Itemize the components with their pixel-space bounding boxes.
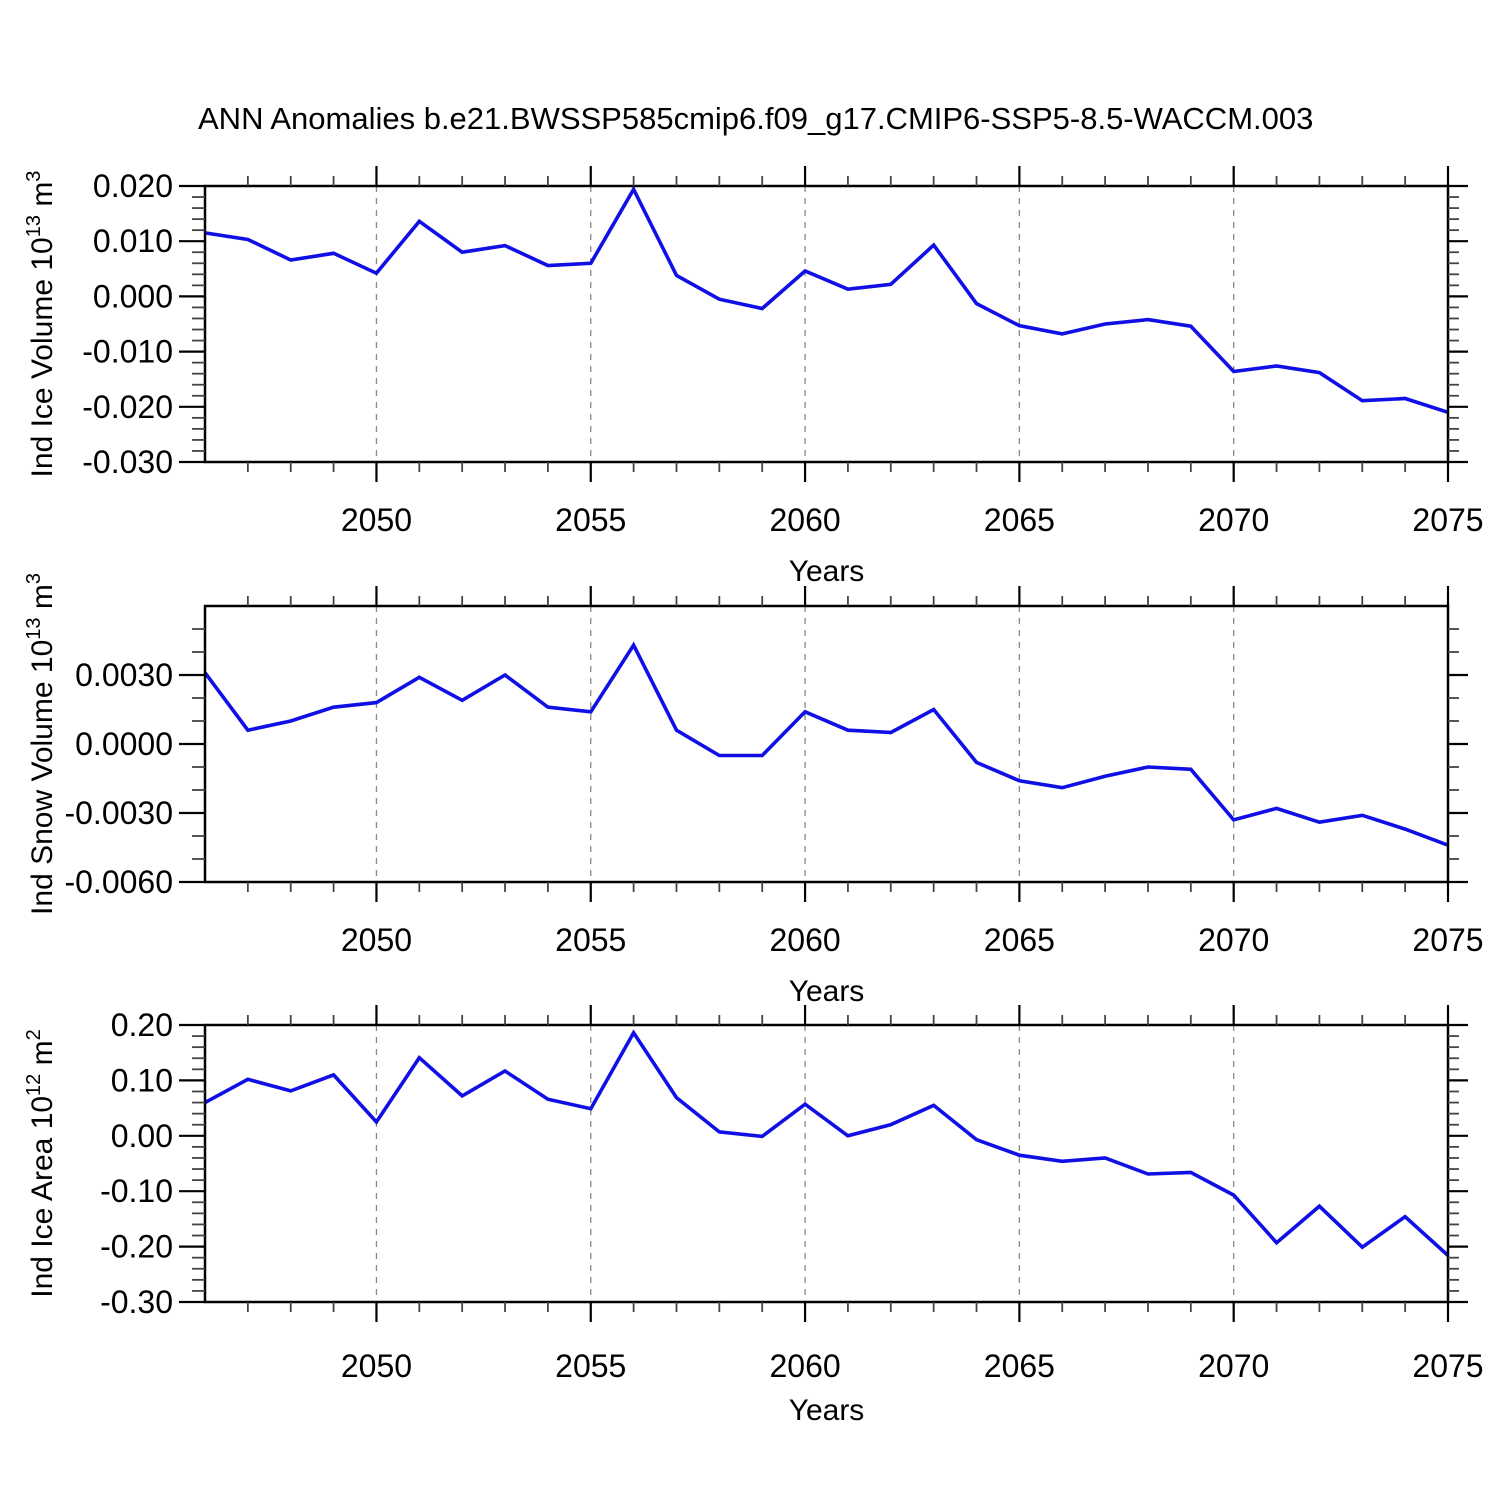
ind-ice-volume-data-line [204, 185, 1449, 415]
x-tick-label: 2065 [984, 502, 1055, 538]
plot-frame [203, 1023, 1450, 1304]
x-tick-label: 2070 [1198, 1348, 1269, 1384]
x-tick-label: 2055 [555, 502, 626, 538]
ind-ice-area-chart: 0.20 0.10 0.00 -0.10 -0.20 -0.30 2050 2055 2060 2… [23, 1005, 1484, 1427]
x-axis-title: Years [789, 555, 865, 588]
ind-snow-volume-chart: 0.0030 0.0000 -0.0030 -0.0060 2050 2055 2060 20… [23, 573, 1484, 1008]
ind-ice-area-y-axis-title: Ind Ice Area 1012 m2 [23, 1029, 59, 1298]
y-tick-label: -0.10 [100, 1173, 173, 1209]
x-axis-title: Years [789, 1394, 865, 1427]
y-tick-label: -0.030 [82, 444, 173, 480]
x-tick-label: 2055 [555, 922, 626, 958]
x-tick-label: 2075 [1412, 502, 1483, 538]
x-tick-label: 2070 [1198, 502, 1269, 538]
ind-ice-volume-y-axis-title: Ind Ice Volume 1013 m3 [23, 171, 59, 478]
x-axis-title: Years [789, 975, 865, 1008]
plot-frame [203, 184, 1450, 464]
x-tick-label: 2050 [341, 1348, 412, 1384]
ind-ice-volume-chart: 0.020 0.010 0.000 -0.010 -0.020 -0.030 2050 205… [23, 166, 1484, 588]
y-tick-label: -0.020 [82, 389, 173, 425]
y-tick-label: -0.20 [100, 1229, 173, 1265]
x-tick-label: 2055 [555, 1348, 626, 1384]
y-tick-label: -0.30 [100, 1284, 173, 1320]
x-tick-label: 2075 [1412, 922, 1483, 958]
y-tick-label: 0.020 [93, 168, 173, 204]
y-tick-label: 0.010 [93, 223, 173, 259]
y-tick-label: 0.00 [111, 1118, 173, 1154]
x-tick-label: 2060 [769, 502, 840, 538]
x-tick-label: 2060 [769, 1348, 840, 1384]
y-tick-label: 0.000 [93, 278, 173, 314]
y-tick-label: -0.0030 [64, 795, 173, 831]
x-tick-label: 2050 [341, 922, 412, 958]
x-tick-label: 2065 [984, 922, 1055, 958]
y-tick-label: 0.10 [111, 1062, 173, 1098]
x-tick-label: 2075 [1412, 1348, 1483, 1384]
x-tick-label: 2050 [341, 502, 412, 538]
plot-title: ANN Anomalies b.e21.BWSSP585cmip6.f09_g1… [198, 101, 1314, 136]
y-tick-label: -0.0060 [64, 864, 173, 900]
ind-snow-volume-data-line [203, 641, 1449, 847]
ind-snow-volume-y-axis-title: Ind Snow Volume 1013 m3 [23, 573, 59, 915]
plot-frame [203, 604, 1450, 884]
x-tick-label: 2065 [984, 1348, 1055, 1384]
ind-ice-area-data-line [204, 1029, 1450, 1257]
y-tick-label: 0.20 [111, 1007, 173, 1043]
y-tick-label: -0.010 [82, 334, 173, 370]
x-tick-label: 2070 [1198, 922, 1269, 958]
y-tick-label: 0.0030 [75, 657, 173, 693]
x-tick-label: 2060 [769, 922, 840, 958]
y-tick-label: 0.0000 [75, 726, 173, 762]
